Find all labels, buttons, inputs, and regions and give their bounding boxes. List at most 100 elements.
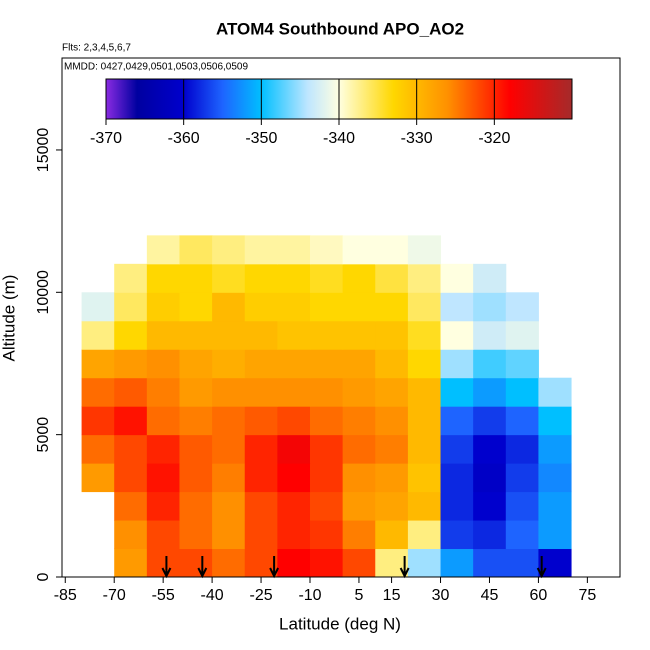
colorbar-tick-label: -320 bbox=[478, 130, 510, 147]
heat-cell bbox=[212, 491, 246, 521]
heat-cell bbox=[342, 463, 376, 493]
heat-cell bbox=[342, 520, 376, 550]
heat-cell bbox=[179, 463, 213, 493]
x-tick-label: 15 bbox=[383, 587, 401, 604]
heat-cell bbox=[440, 263, 474, 293]
heat-cell bbox=[375, 463, 409, 493]
heat-cell bbox=[244, 377, 278, 407]
heat-cell bbox=[440, 434, 474, 464]
heat-cell bbox=[407, 349, 442, 379]
marker-arrow bbox=[399, 556, 410, 579]
heat-cell bbox=[310, 377, 344, 407]
heat-cell bbox=[277, 463, 311, 493]
heat-cell bbox=[146, 463, 180, 493]
heat-cell bbox=[375, 406, 409, 436]
heat-cell bbox=[505, 520, 539, 550]
heat-cell bbox=[505, 377, 539, 407]
heat-cell bbox=[440, 520, 474, 550]
heat-cell bbox=[440, 463, 474, 493]
y-tick-label: 15000 bbox=[35, 128, 52, 173]
colorbar-tick-label: -340 bbox=[323, 130, 355, 147]
heat-cell bbox=[114, 320, 148, 350]
heat-cell bbox=[342, 263, 376, 293]
heat-cell bbox=[81, 406, 115, 436]
heat-cell bbox=[375, 491, 409, 521]
heat-cell bbox=[473, 548, 507, 578]
annotation: MMDD: 0427,0429,0501,0503,0506,0509 bbox=[64, 62, 248, 73]
heat-cell bbox=[146, 320, 180, 350]
heat-cell bbox=[342, 406, 376, 436]
heat-cell bbox=[81, 434, 115, 464]
y-axis-label: Altitude (m) bbox=[0, 275, 18, 362]
y-tick-label: 0 bbox=[35, 572, 52, 581]
heat-cell bbox=[146, 235, 180, 265]
heat-cell bbox=[505, 548, 539, 578]
heat-cell bbox=[146, 349, 180, 379]
heat-cell bbox=[342, 320, 376, 350]
heat-cell bbox=[212, 406, 246, 436]
heat-cell bbox=[212, 548, 246, 578]
heat-cell bbox=[440, 320, 474, 350]
heat-cell bbox=[146, 406, 180, 436]
heat-cell bbox=[375, 235, 409, 265]
heat-cell bbox=[212, 263, 246, 293]
heat-cell bbox=[473, 349, 507, 379]
heat-cell bbox=[277, 263, 311, 293]
heat-cell bbox=[310, 320, 344, 350]
heat-cell bbox=[114, 520, 148, 550]
heat-cell bbox=[81, 463, 115, 493]
heat-cell bbox=[538, 406, 572, 436]
heat-cell bbox=[81, 292, 115, 322]
heat-cell bbox=[277, 349, 311, 379]
heat-cell bbox=[244, 320, 278, 350]
heat-cell bbox=[277, 406, 311, 436]
heat-cell bbox=[505, 320, 539, 350]
colorbar-tick-label: -370 bbox=[90, 130, 122, 147]
heat-cell bbox=[473, 263, 507, 293]
x-tick-label: 45 bbox=[481, 587, 499, 604]
heat-cell bbox=[277, 320, 311, 350]
heat-cell bbox=[440, 292, 474, 322]
heat-cell bbox=[407, 434, 442, 464]
heat-cell bbox=[179, 377, 213, 407]
heat-cell bbox=[244, 463, 278, 493]
plot-frame bbox=[61, 57, 621, 578]
heat-cell bbox=[114, 349, 148, 379]
heat-cell bbox=[375, 320, 409, 350]
heat-cell bbox=[212, 292, 246, 322]
heat-cell bbox=[440, 548, 474, 578]
x-tick-label: 75 bbox=[578, 587, 596, 604]
heat-cell bbox=[538, 434, 572, 464]
heat-cell bbox=[407, 320, 442, 350]
heat-cell bbox=[375, 434, 409, 464]
heat-cell bbox=[473, 377, 507, 407]
heat-cell bbox=[375, 377, 409, 407]
heat-cell bbox=[342, 434, 376, 464]
heat-cell bbox=[407, 548, 442, 578]
heat-cell bbox=[310, 406, 344, 436]
heat-cell bbox=[538, 491, 572, 521]
heat-cell bbox=[212, 320, 246, 350]
heat-cell bbox=[440, 491, 474, 521]
heat-cell bbox=[146, 548, 180, 578]
heat-cell bbox=[146, 434, 180, 464]
heat-cell bbox=[146, 520, 180, 550]
heat-cell bbox=[538, 520, 572, 550]
heat-cell bbox=[81, 349, 115, 379]
heat-cell bbox=[407, 491, 442, 521]
heat-cell bbox=[375, 292, 409, 322]
heat-cell bbox=[538, 377, 572, 407]
heat-cell bbox=[179, 292, 213, 322]
colorbar-tick-label: -360 bbox=[168, 130, 200, 147]
heat-cell bbox=[277, 548, 311, 578]
heat-cell bbox=[505, 463, 539, 493]
heat-cell bbox=[375, 520, 409, 550]
heat-cell bbox=[277, 292, 311, 322]
heat-cell bbox=[310, 491, 344, 521]
heat-cell bbox=[212, 377, 246, 407]
heat-cell bbox=[538, 463, 572, 493]
heat-cell bbox=[505, 292, 539, 322]
heat-cell bbox=[212, 235, 246, 265]
x-tick-label: 60 bbox=[530, 587, 548, 604]
heat-cell bbox=[440, 349, 474, 379]
